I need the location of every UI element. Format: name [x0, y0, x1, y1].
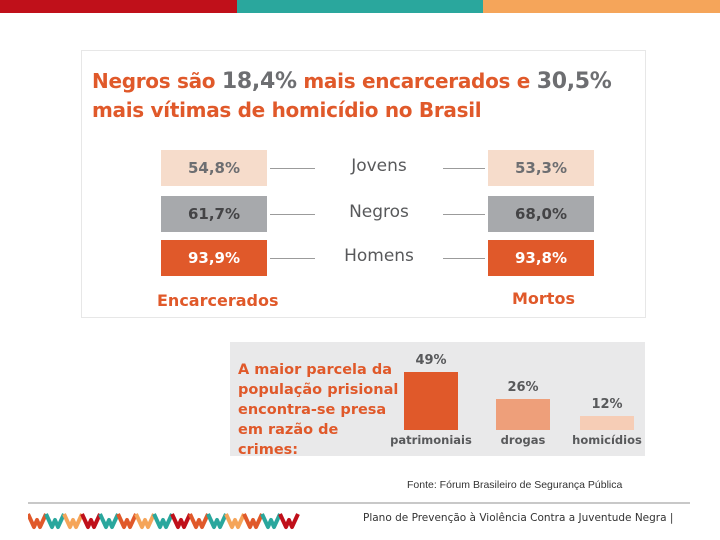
top-bar-teal [237, 0, 483, 13]
bar-value-label: 12% [591, 397, 623, 412]
logo-wave-mark [116, 513, 138, 529]
bar-category-label: drogas [500, 433, 546, 447]
bar-drogas [496, 399, 550, 430]
logo-wave-mark [170, 513, 192, 529]
bar-chart-title: A maior parcela da população prisional e… [238, 362, 399, 458]
connector-line [443, 258, 485, 259]
logo-wave-mark [188, 513, 210, 529]
crime-bar-panel: A maior parcela da população prisional e… [230, 342, 645, 458]
logo-wave-mark [224, 513, 246, 529]
footer-rule [28, 502, 690, 504]
logo-wave-mark [44, 513, 66, 529]
top-bar-orange [483, 0, 720, 13]
logo-wave-mark [134, 513, 156, 529]
logo-wave-mark [242, 513, 264, 529]
killed-homens-value: 93,8% [488, 240, 594, 276]
decorative-wave-logo [28, 513, 300, 529]
bar-homicídios [580, 416, 634, 430]
bar-category-label: patrimoniais [390, 433, 472, 447]
logo-wave-mark [152, 513, 174, 529]
incarcerated-jovens-value: 54,8% [161, 150, 267, 186]
connector-line [270, 168, 315, 169]
connector-line [270, 258, 315, 259]
killed-negros-value: 68,0% [488, 196, 594, 232]
source-note: Fonte: Fórum Brasileiro de Segurança Púb… [407, 479, 623, 491]
footer-text: Plano de Prevenção à Violência Contra a … [363, 512, 674, 524]
incarcerated-negros-value: 61,7% [161, 196, 267, 232]
comparison-title: Negros são 18,4% mais encarcerados e 30,… [92, 69, 612, 122]
row-label-homens: Homens [344, 246, 414, 266]
logo-wave-mark [278, 513, 300, 529]
comparison-panel: Negros são 18,4% mais encarcerados e 30,… [82, 51, 645, 317]
logo-wave-mark [80, 513, 102, 529]
logo-wave-mark [62, 513, 84, 529]
incarcerated-header: Encarcerados [157, 291, 279, 310]
logo-wave-mark [260, 513, 282, 529]
bar-patrimoniais [404, 372, 458, 430]
row-label-negros: Negros [349, 202, 409, 222]
killed-header: Mortos [512, 289, 575, 308]
bar-value-label: 49% [415, 353, 447, 368]
connector-line [270, 214, 315, 215]
top-bar-red [0, 0, 237, 13]
logo-wave-mark [206, 513, 228, 529]
logo-wave-mark [98, 513, 120, 529]
connector-line [443, 214, 485, 215]
logo-wave-mark [28, 513, 48, 529]
row-label-jovens: Jovens [351, 156, 407, 176]
incarcerated-homens-value: 93,9% [161, 240, 267, 276]
connector-line [443, 168, 485, 169]
bar-value-label: 26% [507, 380, 539, 395]
bar-category-label: homicídios [572, 433, 642, 447]
killed-jovens-value: 53,3% [488, 150, 594, 186]
